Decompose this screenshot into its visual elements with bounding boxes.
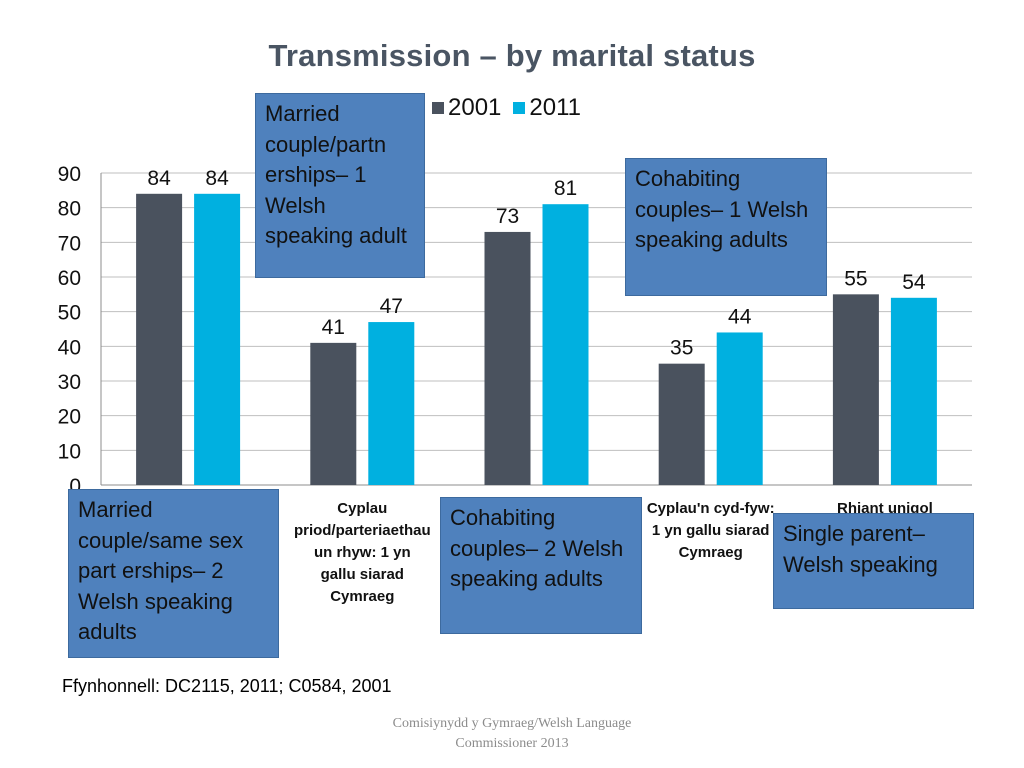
x-tick-label: Cyplau'n cyd-fyw: 1 yn gallu siarad Cymrae…	[647, 500, 775, 561]
overlay-single-parent-welsh: Single parent– Welsh speaking	[773, 513, 974, 609]
legend-item-2011: 2011	[513, 94, 581, 122]
y-tick-label: 50	[58, 302, 81, 325]
bar-2001-4	[832, 294, 879, 485]
bar-2001-1	[310, 342, 357, 485]
data-label: 81	[554, 177, 577, 200]
legend-swatch-2001	[432, 102, 444, 114]
bar-2011-3	[716, 332, 763, 485]
legend-swatch-2011	[513, 102, 526, 114]
y-tick-label: 70	[58, 232, 81, 255]
bar-2011-4	[890, 297, 937, 485]
y-tick-label: 10	[58, 440, 81, 463]
data-label: 35	[670, 337, 693, 360]
x-tick-label: Cyplau priod/parteriaethau un rhyw: 1 yn ga…	[294, 500, 431, 605]
data-label: 84	[205, 167, 229, 190]
footer-line-2: Commissioner 2013	[455, 736, 569, 751]
y-tick-label: 60	[58, 267, 81, 290]
data-label: 73	[496, 205, 519, 228]
y-tick-label: 90	[58, 163, 81, 186]
bar-2011-2	[542, 204, 589, 485]
y-tick-label: 80	[58, 198, 81, 221]
overlay-cohabiting-two-welsh: Cohabiting couples– 2 Welsh speaking adu…	[440, 497, 642, 634]
y-tick-label: 20	[58, 406, 81, 429]
bar-2001-3	[658, 363, 705, 485]
data-label: 84	[147, 167, 171, 190]
data-label: 55	[844, 267, 867, 290]
y-tick-label: 0	[69, 475, 81, 498]
footer-credit: Comisiynydd y Gymraeg/Welsh Language Com…	[0, 714, 1024, 754]
x-tick-label: Rhiant unigol	[837, 500, 933, 517]
legend-item-2001: 2001	[432, 94, 501, 122]
overlay-married-two-welsh: Married couple/same sex part erships– 2 …	[68, 489, 279, 658]
legend-label-2001: 2001	[448, 94, 502, 121]
data-label: 47	[380, 295, 403, 318]
source-note: Ffynhonnell: DC2115, 2011; C0584, 2001	[62, 676, 392, 696]
bar-2001-0	[136, 193, 183, 486]
bar-2001-2	[484, 231, 531, 485]
bar-2011-1	[368, 322, 415, 485]
y-tick-label: 30	[58, 371, 81, 394]
data-label: 44	[728, 305, 752, 328]
data-label: 54	[902, 271, 926, 294]
data-label: 41	[322, 316, 345, 339]
chart-title: Transmission – by marital status	[268, 38, 756, 73]
y-tick-label: 40	[58, 336, 81, 359]
chart-legend: 2001 2011	[432, 94, 593, 122]
overlay-cohabiting-one-welsh: Cohabiting couples– 1 Welsh speaking adu…	[625, 158, 827, 296]
bar-2011-0	[194, 193, 241, 486]
legend-label-2011: 2011	[529, 94, 581, 121]
footer-line-1: Comisiynydd y Gymraeg/Welsh Language	[392, 716, 632, 731]
overlay-married-one-welsh: Married couple/partn erships– 1 Welsh sp…	[255, 93, 425, 278]
